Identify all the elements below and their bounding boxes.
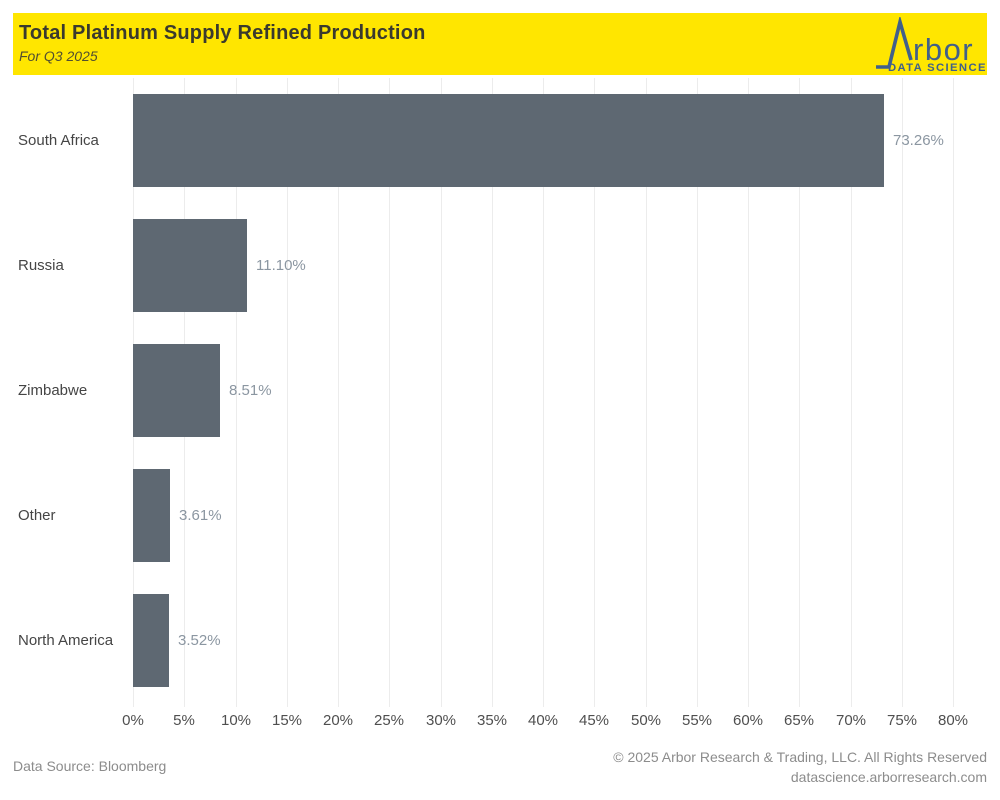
bar-value-label: 3.52% bbox=[178, 632, 221, 649]
arbor-peak-icon bbox=[876, 17, 913, 69]
x-axis-tick: 75% bbox=[886, 712, 918, 729]
x-axis-tick: 55% bbox=[681, 712, 713, 729]
gridline bbox=[594, 78, 595, 707]
x-axis-tick: 70% bbox=[835, 712, 867, 729]
gridline bbox=[697, 78, 698, 707]
gridline bbox=[902, 78, 903, 707]
website-link[interactable]: datascience.arborresearch.com bbox=[790, 769, 987, 785]
bar-value-label: 11.10% bbox=[256, 257, 306, 274]
bar-russia[interactable] bbox=[133, 219, 247, 312]
gridline bbox=[441, 78, 442, 707]
page-title: Total Platinum Supply Refined Production bbox=[19, 22, 426, 44]
category-label: Russia bbox=[18, 257, 64, 274]
gridline bbox=[389, 78, 390, 707]
x-axis-tick: 0% bbox=[122, 712, 144, 729]
gridline bbox=[236, 78, 237, 707]
plot-area: 73.26% 11.10% 8.51% 3.61% 3.52% bbox=[133, 78, 985, 707]
header-banner: Total Platinum Supply Refined Production… bbox=[13, 13, 987, 75]
gridline bbox=[748, 78, 749, 707]
bar-south-africa[interactable] bbox=[133, 94, 884, 187]
bar-other[interactable] bbox=[133, 469, 170, 562]
logo-brand-text: rbor bbox=[913, 32, 974, 67]
gridline bbox=[851, 78, 852, 707]
gridline bbox=[492, 78, 493, 707]
footer-credits: © 2025 Arbor Research & Trading, LLC. Al… bbox=[613, 747, 987, 787]
category-label: North America bbox=[18, 632, 114, 649]
data-source-note: Data Source: Bloomberg bbox=[13, 758, 167, 774]
logo-tagline: DATA SCIENCE bbox=[888, 62, 985, 73]
category-label: South Africa bbox=[18, 132, 99, 149]
bar-zimbabwe[interactable] bbox=[133, 344, 220, 437]
gridline bbox=[543, 78, 544, 707]
x-axis-tick: 80% bbox=[937, 712, 969, 729]
gridline bbox=[287, 78, 288, 707]
category-label: Other bbox=[18, 507, 56, 524]
x-axis-tick: 5% bbox=[173, 712, 195, 729]
arbor-data-science-logo: rbor DATA SCIENCE bbox=[876, 17, 985, 73]
gridline bbox=[646, 78, 647, 707]
bar-north-america[interactable] bbox=[133, 594, 169, 687]
gridline bbox=[338, 78, 339, 707]
x-axis-tick: 25% bbox=[373, 712, 405, 729]
x-axis-tick: 30% bbox=[425, 712, 457, 729]
bar-value-label: 73.26% bbox=[893, 132, 944, 149]
x-axis-tick: 60% bbox=[732, 712, 764, 729]
bar-value-label: 8.51% bbox=[229, 382, 272, 399]
x-axis-tick: 20% bbox=[322, 712, 354, 729]
bar-value-label: 3.61% bbox=[179, 507, 222, 524]
gridline bbox=[953, 78, 954, 707]
page-subtitle: For Q3 2025 bbox=[19, 48, 98, 64]
x-axis-tick: 45% bbox=[578, 712, 610, 729]
x-axis-tick: 65% bbox=[783, 712, 815, 729]
gridline bbox=[799, 78, 800, 707]
x-axis-tick: 50% bbox=[630, 712, 662, 729]
x-axis-tick: 35% bbox=[476, 712, 508, 729]
category-label: Zimbabwe bbox=[18, 382, 88, 399]
x-axis-tick: 10% bbox=[220, 712, 252, 729]
x-axis-tick: 15% bbox=[271, 712, 303, 729]
copyright-text: © 2025 Arbor Research & Trading, LLC. Al… bbox=[613, 749, 987, 765]
x-axis-tick: 40% bbox=[527, 712, 559, 729]
